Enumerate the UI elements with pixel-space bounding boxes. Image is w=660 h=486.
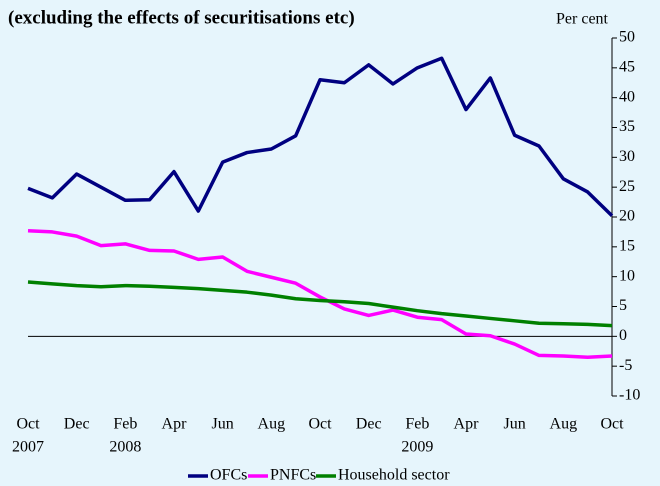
y-tick-label: -10 [619, 387, 640, 404]
y-tick-label: 10 [619, 267, 635, 284]
y-tick-label: 30 [619, 148, 635, 165]
y-tick-label: 40 [619, 88, 635, 105]
x-year-label: 2007 [12, 439, 44, 456]
x-year-label: 2008 [109, 439, 141, 456]
x-tick-label: Jun [504, 416, 526, 433]
x-tick-label: Aug [258, 416, 286, 433]
legend-label: OFCs [210, 467, 247, 484]
x-tick-label: Dec [64, 416, 90, 433]
legend-label: Household sector [338, 467, 450, 484]
x-tick-label: Aug [550, 416, 578, 433]
series-line [27, 280, 613, 328]
legend-label: PNFCs [270, 467, 316, 484]
y-tick-label: 35 [619, 118, 635, 135]
x-tick-label: Oct [308, 416, 332, 433]
x-tick-label: Feb [405, 416, 429, 433]
x-tick-label: Oct [600, 416, 624, 433]
y-tick-label: 45 [619, 59, 635, 76]
x-tick-label: Dec [356, 416, 382, 433]
y-axis-label: Per cent [556, 11, 609, 28]
y-tick-label: 20 [619, 208, 635, 225]
series-line [27, 56, 614, 218]
x-tick-label: Apr [454, 416, 480, 433]
y-tick-label: -5 [619, 357, 632, 374]
x-tick-label: Feb [113, 416, 137, 433]
chart-title: (excluding the effects of securitisation… [8, 7, 355, 28]
x-year-label: 2009 [401, 439, 433, 456]
series-line [27, 228, 613, 359]
y-tick-label: 25 [619, 178, 635, 195]
y-tick-label: 5 [619, 297, 627, 314]
y-tick-label: 0 [619, 327, 627, 344]
x-tick-label: Oct [16, 416, 40, 433]
x-tick-label: Apr [162, 416, 188, 433]
y-tick-label: 50 [619, 29, 635, 46]
y-tick-label: 15 [619, 238, 635, 255]
x-tick-label: Jun [212, 416, 234, 433]
